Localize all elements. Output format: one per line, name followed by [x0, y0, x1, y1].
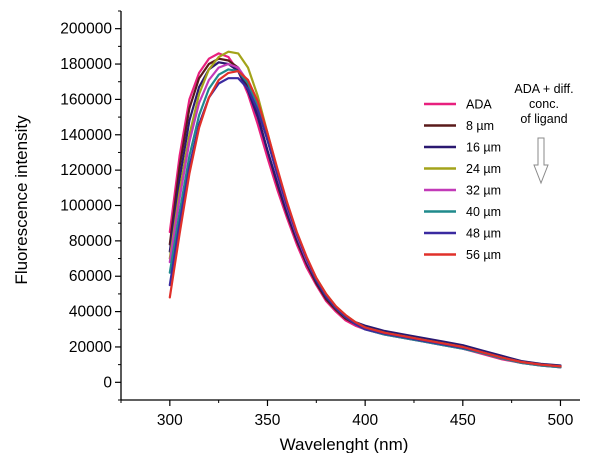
series-line-3: [168, 50, 562, 368]
y-tick-label: 200000: [60, 21, 112, 38]
x-tick-label: 350: [255, 412, 281, 429]
legend-label-4: 32 µm: [466, 184, 501, 198]
series-line-1: [168, 57, 562, 368]
legend-label-5: 40 µm: [466, 205, 501, 219]
axes: 0 20000 40000 60000 80000 100000 120000 140000 1…: [60, 10, 580, 429]
y-tick-label: 140000: [60, 127, 112, 144]
legend-label-6: 48 µm: [466, 227, 501, 241]
y-tick-label: 80000: [69, 233, 112, 250]
down-arrow-icon: [533, 137, 549, 185]
legend-label-2: 16 µm: [466, 141, 501, 155]
y-tick-label: 100000: [60, 198, 112, 215]
x-tick-label: 300: [157, 412, 183, 429]
ligand-concentration-annotation: ADA + diff.conc.of ligand: [514, 82, 574, 185]
series-line-2: [168, 61, 562, 367]
x-tick-label: 500: [548, 412, 574, 429]
legend-label-7: 56 µm: [466, 248, 501, 262]
x-tick-label: 450: [450, 412, 476, 429]
series-line-4: [168, 62, 562, 369]
x-tick-label: 400: [352, 412, 378, 429]
legend: ADA 8 µm 16 µm 24 µm 32 µm 40 µm 48 µm 56 µm: [424, 98, 501, 262]
series-line-5: [168, 68, 562, 369]
series-line-7: [168, 70, 562, 368]
annotation-line-1: conc.: [529, 97, 559, 111]
y-tick-label: 160000: [60, 91, 112, 108]
y-tick-label: 40000: [69, 304, 112, 321]
x-axis-title: Wavelenght (nm): [280, 435, 409, 453]
legend-label-0: ADA: [466, 98, 492, 112]
annotation-line-0: ADA + diff.: [514, 82, 573, 96]
plot-area: [168, 50, 562, 369]
legend-label-1: 8 µm: [466, 119, 494, 133]
legend-label-3: 24 µm: [466, 162, 501, 176]
y-axis-title: Fluorescence intensity: [12, 115, 31, 285]
y-tick-label: 60000: [69, 268, 112, 285]
y-tick-label: 0: [103, 374, 112, 391]
y-tick-label: 20000: [69, 339, 112, 356]
annotation-line-2: of ligand: [520, 112, 567, 126]
series-line-6: [168, 77, 562, 368]
series-line-0: [168, 52, 562, 369]
y-tick-label: 120000: [60, 162, 112, 179]
y-tick-label: 180000: [60, 56, 112, 73]
